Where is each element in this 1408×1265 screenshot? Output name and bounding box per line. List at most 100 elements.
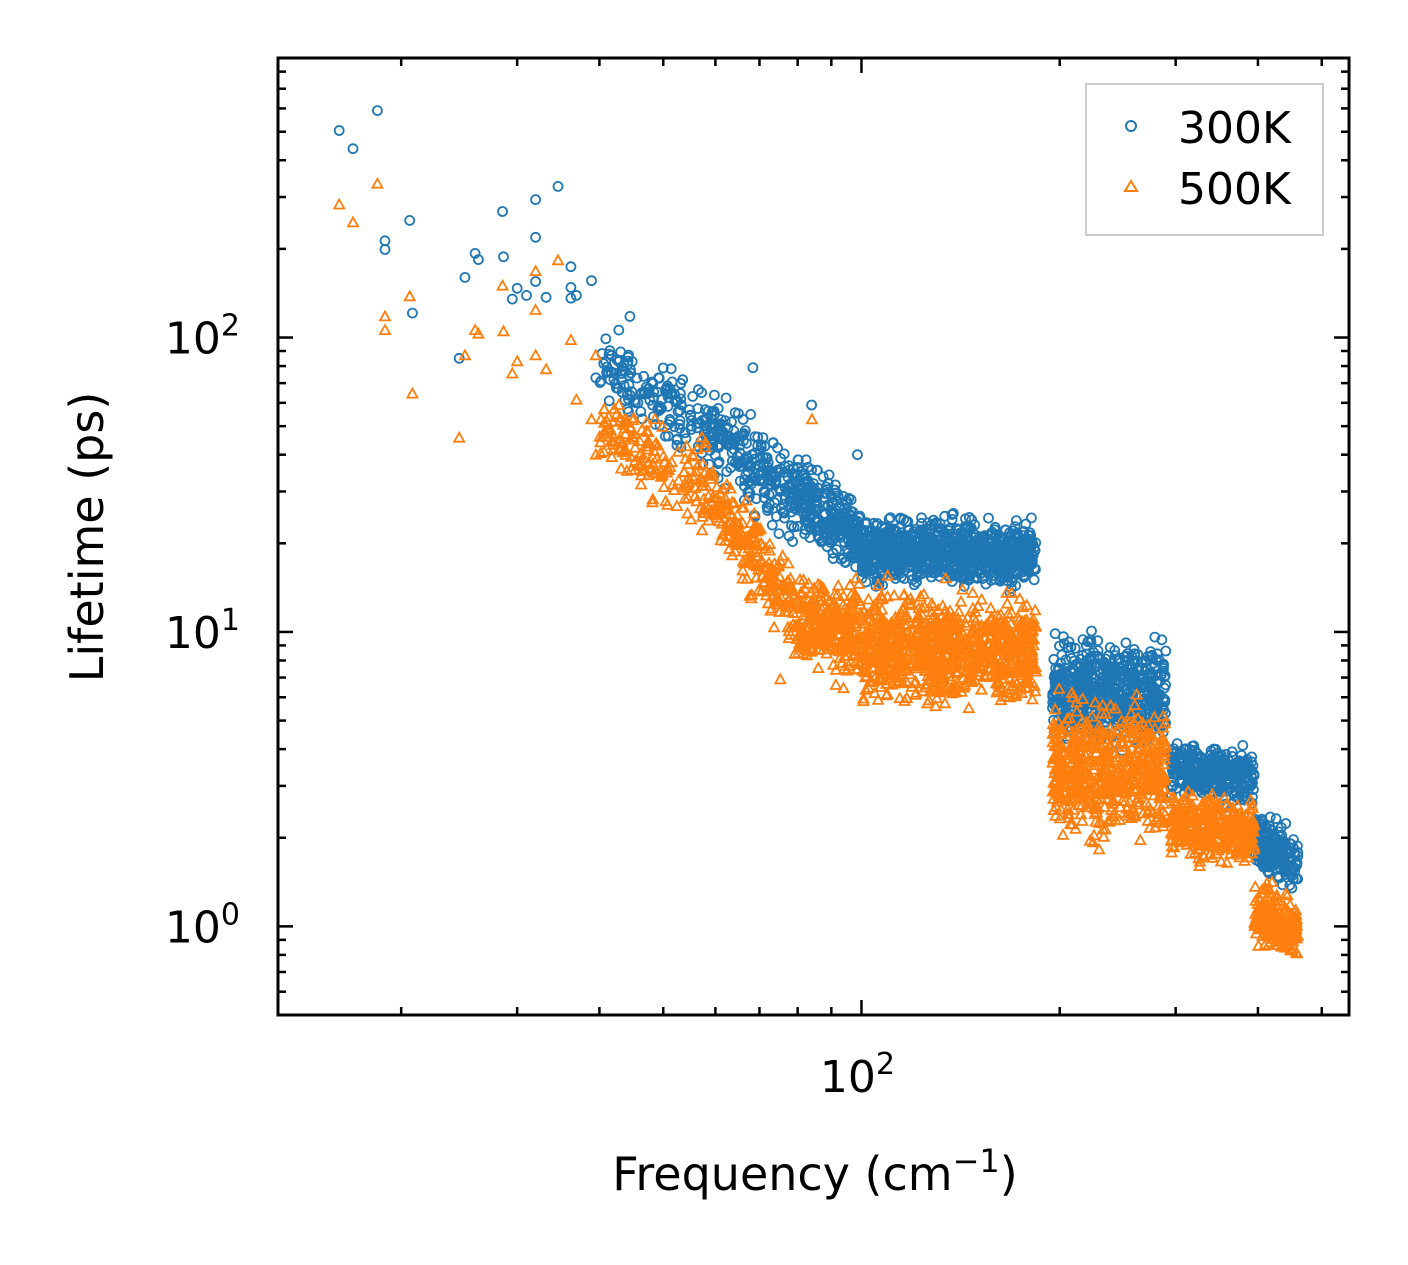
data-point: [748, 521, 762, 534]
data-point: [702, 513, 716, 526]
data-point: [841, 648, 855, 661]
data-point: [923, 664, 937, 676]
data-point: [893, 691, 907, 704]
data-point: [564, 333, 578, 345]
data-point: [817, 599, 831, 611]
data-point: [810, 489, 821, 501]
data-point: [1085, 636, 1097, 648]
data-point: [983, 512, 994, 524]
data-point: [783, 530, 795, 542]
data-point: [1151, 763, 1165, 775]
data-point: [666, 477, 680, 490]
data-point: [1011, 527, 1023, 539]
data-point: [959, 521, 971, 532]
data-point: [820, 625, 834, 638]
data-point: [710, 491, 724, 503]
data-point: [1095, 785, 1109, 798]
data-point: [1102, 740, 1116, 753]
data-point: [913, 645, 927, 658]
data-point: [977, 534, 989, 545]
data-point: [992, 668, 1006, 681]
data-point: [610, 407, 624, 419]
data-point: [798, 468, 809, 480]
data-point: [966, 586, 980, 598]
data-point: [540, 291, 552, 303]
data-point: [744, 591, 758, 604]
data-point: [1072, 753, 1086, 766]
data-point: [1112, 679, 1124, 691]
data-point: [1010, 658, 1024, 670]
data-point: [899, 661, 913, 673]
data-point: [1270, 813, 1282, 825]
data-point: [551, 253, 565, 266]
data-point: [817, 582, 831, 594]
data-point: [904, 596, 918, 609]
data-point: [843, 578, 857, 590]
data-point: [1023, 559, 1035, 571]
data-point: [1248, 768, 1260, 780]
data-point: [761, 501, 773, 513]
data-point: [657, 362, 669, 374]
data-point: [827, 553, 839, 564]
data-point: [858, 650, 872, 662]
data-point: [802, 515, 813, 527]
data-point: [964, 668, 978, 681]
data-point: [687, 390, 699, 402]
data-point: [951, 546, 963, 557]
data-point: [827, 632, 842, 645]
data-point: [970, 619, 984, 632]
data-point: [897, 653, 911, 666]
data-point: [1258, 836, 1270, 847]
data-point: [811, 577, 825, 590]
data-point: [829, 484, 841, 496]
data-point: [1204, 764, 1215, 776]
data-point: [1112, 758, 1126, 771]
data-point: [1211, 748, 1223, 759]
data-point: [1089, 746, 1103, 758]
data-point: [844, 587, 858, 600]
data-point: [1085, 709, 1099, 722]
data-point: [822, 534, 834, 546]
data-point: [1021, 681, 1035, 694]
data-point: [1118, 665, 1130, 677]
data-point: [758, 474, 769, 486]
data-point: [954, 594, 968, 607]
data-point: [677, 465, 691, 477]
data-point: [1091, 800, 1105, 813]
data-point: [897, 588, 911, 600]
data-point: [989, 574, 1001, 585]
data-point: [1148, 721, 1162, 734]
data-point: [725, 548, 739, 561]
data-point: [1081, 681, 1092, 693]
data-point: [1199, 765, 1211, 777]
data-point: [1018, 551, 1030, 563]
data-point: [931, 621, 945, 634]
data-point: [635, 463, 649, 476]
data-point: [910, 656, 924, 669]
data-point: [874, 545, 885, 557]
data-point: [899, 674, 913, 687]
data-point: [928, 651, 942, 664]
data-point: [675, 399, 687, 410]
data-point: [964, 671, 978, 684]
data-point: [990, 661, 1005, 674]
data-point: [696, 457, 710, 469]
data-point: [1028, 542, 1040, 554]
data-point: [811, 464, 823, 476]
data-point: [749, 447, 761, 459]
data-point: [1047, 751, 1061, 764]
data-point: [589, 447, 603, 460]
data-point: [1070, 704, 1084, 717]
data-point: [871, 592, 886, 605]
data-point: [974, 635, 988, 647]
data-point: [982, 661, 997, 673]
data-point: [684, 512, 698, 525]
data-point: [804, 599, 818, 612]
data-point: [379, 244, 391, 255]
data-point: [965, 624, 979, 637]
data-point: [880, 687, 894, 699]
data-point: [1115, 690, 1126, 702]
data-point: [891, 642, 906, 655]
data-point: [747, 506, 761, 519]
data-point: [878, 648, 892, 660]
